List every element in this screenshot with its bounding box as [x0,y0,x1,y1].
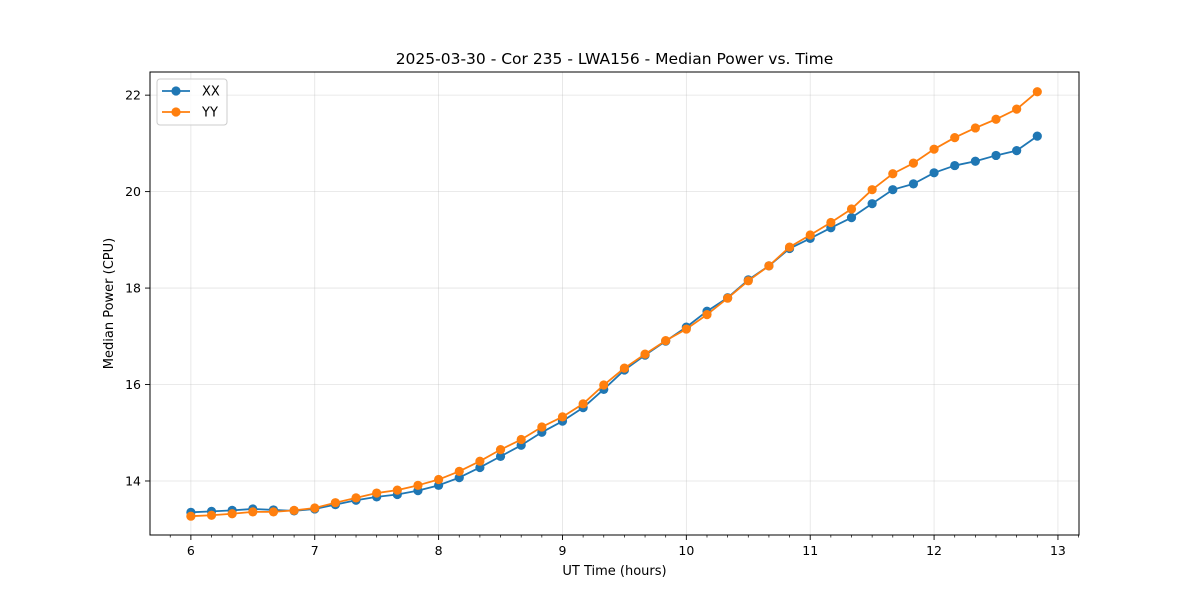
data-point-yy [908,158,919,168]
data-point-yy [950,132,960,143]
data-point-yy [743,276,753,286]
series-yy [186,87,1042,521]
data-point-yy [516,434,526,445]
data-point-yy [268,507,279,517]
data-point-yy [434,474,444,485]
data-point-yy [826,217,836,228]
data-point-yy [578,399,588,409]
x-tick-label: 6 [187,543,195,558]
series-layer [186,87,1042,521]
data-point-yy [867,185,877,195]
data-point-yy [784,242,795,252]
legend-marker-xx [171,86,181,96]
x-tick-label: 11 [802,543,818,558]
data-point-yy [846,204,857,214]
data-point-yy [991,114,1001,124]
data-point-xx [1032,131,1042,141]
data-point-yy [681,324,691,334]
data-point-xx [846,213,857,223]
data-point-yy [495,445,506,455]
data-point-yy [537,422,547,432]
legend-label-xx: XX [202,85,220,100]
data-point-yy [640,349,650,359]
x-tick-label: 9 [558,543,566,558]
data-point-yy [289,505,299,516]
data-point-xx [908,179,919,189]
grid [150,72,1079,535]
data-point-yy [619,363,630,373]
x-axis: 6 7 8 9 10 11 12 13 [169,535,1079,558]
data-point-yy [310,503,320,513]
data-point-yy [888,169,898,179]
y-tick-label: 14 [125,473,141,488]
chart-title: 2025-03-30 - Cor 235 - LWA156 - Median P… [396,50,834,68]
x-tick-label: 7 [311,543,319,558]
plot-frame [149,71,1080,536]
legend-label-yy: YY [201,106,218,121]
data-point-yy [413,480,423,490]
y-tick-label: 22 [125,88,141,103]
y-axis-label: Median Power (CPU) [102,238,117,369]
y-axis: 14 16 18 20 22 [125,88,150,488]
x-tick-label: 8 [435,543,443,558]
data-point-yy [392,485,402,495]
data-point-yy [1032,87,1042,97]
data-point-xx [888,185,898,195]
data-point-yy [1012,104,1022,114]
data-point-yy [475,456,485,466]
x-tick-label: 10 [678,543,694,558]
data-point-xx [867,199,877,209]
data-point-yy [351,493,361,503]
data-point-xx [1012,146,1022,156]
data-point-yy [599,380,609,390]
data-point-yy [661,336,671,346]
data-point-yy [186,511,196,521]
data-point-yy [723,293,733,303]
x-axis-label: UT Time (hours) [562,564,666,579]
data-point-xx [495,451,506,461]
data-point-yy [702,309,712,320]
data-point-xx [950,160,960,171]
y-tick-label: 20 [125,184,141,199]
legend: XX YY [156,78,228,126]
data-point-yy [764,261,774,271]
data-point-yy [929,144,939,154]
data-point-yy [970,123,980,133]
data-point-yy [454,466,464,476]
data-point-yy [330,498,340,508]
data-point-xx [970,156,980,166]
x-tick-label: 12 [926,543,942,558]
data-point-yy [248,507,258,517]
data-point-yy [805,230,815,240]
data-point-yy [372,488,382,498]
data-point-xx [991,150,1001,161]
data-point-xx [929,168,939,178]
y-tick-label: 18 [125,281,141,296]
data-point-yy [557,412,568,422]
data-point-yy [227,509,237,519]
data-point-yy [206,510,217,520]
y-tick-label: 16 [125,377,141,392]
legend-marker-yy [171,107,181,117]
x-tick-label: 13 [1050,543,1066,558]
